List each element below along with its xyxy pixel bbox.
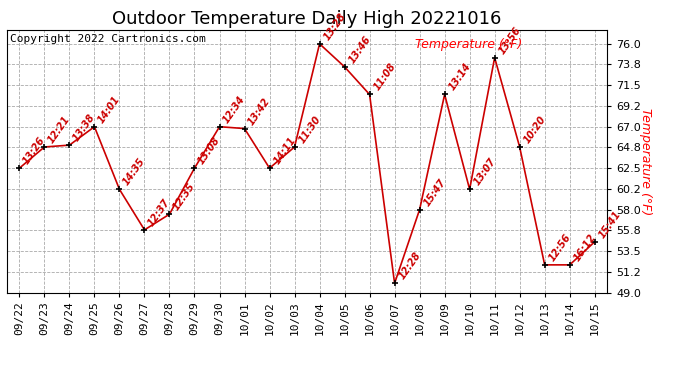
- Text: 13:38: 13:38: [72, 112, 97, 143]
- Text: 14:11: 14:11: [272, 135, 297, 166]
- Text: 11:30: 11:30: [297, 114, 322, 145]
- Y-axis label: Temperature (°F): Temperature (°F): [639, 108, 652, 215]
- Text: 13:46: 13:46: [346, 34, 373, 65]
- Text: 13:42: 13:42: [246, 96, 273, 127]
- Title: Outdoor Temperature Daily High 20221016: Outdoor Temperature Daily High 20221016: [112, 10, 502, 28]
- Text: 13:14: 13:14: [446, 62, 473, 93]
- Text: 12:37: 12:37: [146, 197, 172, 228]
- Text: 16:12: 16:12: [572, 232, 598, 263]
- Text: Copyright 2022 Cartronics.com: Copyright 2022 Cartronics.com: [10, 34, 206, 44]
- Text: 13:56: 13:56: [497, 25, 522, 56]
- Text: 12:34: 12:34: [221, 94, 248, 125]
- Text: 11:08: 11:08: [372, 62, 397, 93]
- Text: 12:56: 12:56: [546, 232, 573, 263]
- Text: 13:28: 13:28: [322, 11, 348, 42]
- Text: 12:35: 12:35: [172, 182, 197, 212]
- Text: 13:08: 13:08: [197, 135, 222, 166]
- Text: 13:26: 13:26: [21, 135, 48, 166]
- Text: 13:07: 13:07: [472, 156, 497, 188]
- Text: 12:28: 12:28: [397, 251, 422, 282]
- Text: 12:21: 12:21: [46, 114, 72, 145]
- Text: 15:47: 15:47: [422, 177, 448, 208]
- Text: Temperature (°F): Temperature (°F): [415, 38, 522, 51]
- Text: 10:20: 10:20: [522, 114, 548, 145]
- Text: 15:41: 15:41: [597, 209, 622, 240]
- Text: 14:01: 14:01: [97, 94, 122, 125]
- Text: 14:35: 14:35: [121, 156, 148, 188]
